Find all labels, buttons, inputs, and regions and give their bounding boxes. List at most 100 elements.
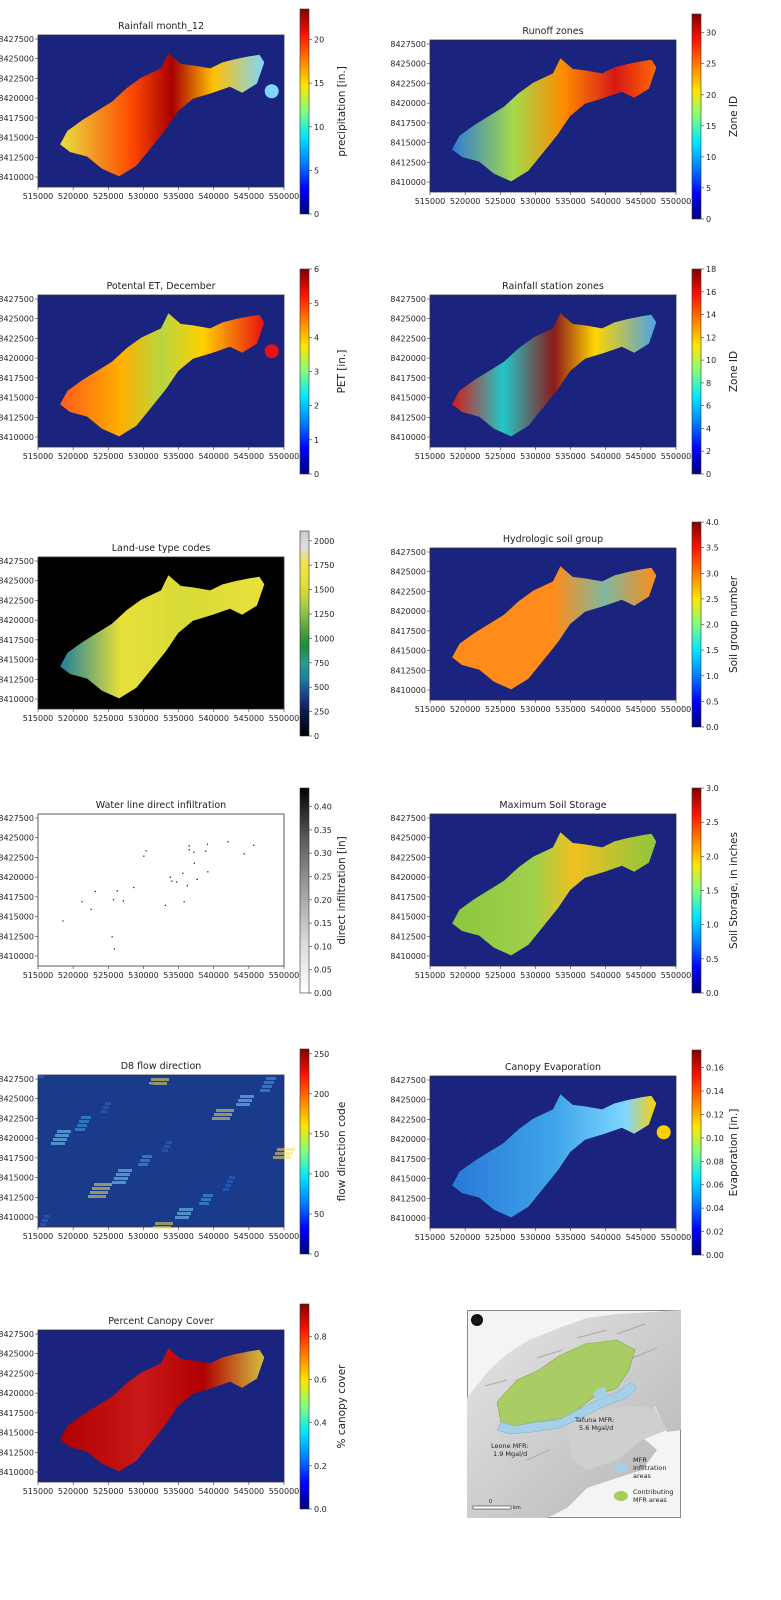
y-tick-label: 8420000 — [0, 873, 34, 882]
chart-title: Water line direct infiltration — [96, 800, 226, 811]
colorbar-tick-label: 2.5 — [706, 595, 719, 604]
raster-cell — [214, 1113, 232, 1116]
infiltration-point — [188, 849, 190, 851]
chart-svg: Runoff zones 515000 520000 525000 530000 5350… — [390, 13, 740, 224]
y-tick-label: 8417500 — [390, 627, 426, 636]
colorbar — [299, 1303, 310, 1510]
colorbar-tick-label: 30 — [706, 29, 716, 38]
infiltration-point — [90, 908, 92, 910]
y-tick-label: 8412500 — [0, 153, 34, 162]
y-tick-label: 8412500 — [390, 666, 426, 675]
colorbar — [299, 530, 310, 737]
raster-cell — [44, 1215, 50, 1218]
y-tick-label: 8417500 — [390, 893, 426, 902]
infiltration-point — [193, 862, 195, 864]
colorbar-label: Evaporation [in.] — [728, 1109, 740, 1197]
infiltration-point — [205, 850, 207, 852]
colorbar-tick-label: 250 — [314, 708, 329, 717]
x-tick-label: 525000 — [485, 1233, 516, 1242]
colorbar-tick-label: 1250 — [314, 610, 334, 619]
legend-infiltration-line3: areas — [633, 1472, 651, 1480]
y-tick-label: 8427500 — [0, 814, 34, 823]
tafuna-label-line2: 5.6 Mgal/d — [579, 1424, 613, 1432]
y-tick-label: 8422500 — [0, 1369, 34, 1378]
infiltration-point — [112, 899, 115, 901]
colorbar-tick-label: 5 — [314, 166, 319, 175]
x-tick-label: 540000 — [590, 705, 621, 714]
raster-cell — [140, 1159, 150, 1162]
raster-cell — [264, 1081, 274, 1084]
colorbar-tick-label: 0 — [314, 732, 319, 741]
raster-cell — [105, 1102, 111, 1105]
y-tick-label: 8422500 — [0, 334, 34, 343]
x-tick-label: 550000 — [269, 192, 300, 201]
colorbar-label: direct infiltration [in] — [336, 836, 348, 945]
raster-cell — [112, 1181, 126, 1184]
x-tick-label: 515000 — [23, 714, 54, 723]
colorbar-tick-label: 0.12 — [706, 1110, 724, 1119]
colorbar-tick-label: 14 — [706, 311, 716, 320]
colorbar-tick-label: 10 — [314, 123, 324, 132]
colorbar — [691, 787, 702, 994]
colorbar-tick-label: 25 — [706, 60, 716, 69]
colorbar-tick-label: 0.00 — [314, 989, 332, 998]
colorbar-tick-label: 4 — [706, 424, 711, 433]
x-tick-label: 535000 — [163, 192, 194, 201]
colorbar-tick-label: 0.25 — [314, 873, 332, 882]
y-tick-label: 8417500 — [0, 636, 34, 645]
x-tick-label: 550000 — [269, 971, 300, 980]
mfr-infiltration-east — [593, 1386, 607, 1400]
x-tick-label: 530000 — [520, 705, 551, 714]
colorbar-label: PET [in.] — [336, 350, 348, 394]
chart-title: Maximum Soil Storage — [499, 800, 606, 811]
y-tick-label: 8425000 — [390, 1096, 426, 1105]
x-tick-label: 530000 — [128, 1487, 159, 1496]
colorbar-tick-label: 1.0 — [706, 921, 719, 930]
y-tick-label: 8422500 — [0, 596, 34, 605]
raster-cell — [114, 1177, 128, 1180]
infiltration-point — [94, 890, 96, 893]
colorbar — [691, 268, 702, 475]
chart-title: Potental ET, December — [106, 281, 215, 292]
colorbar-tick-label: 6 — [314, 265, 319, 274]
infiltration-point — [182, 872, 184, 874]
x-tick-label: 540000 — [590, 197, 621, 206]
colorbar-tick-label: 2.0 — [706, 852, 719, 861]
chart-svg: Potental ET, December 515000 520000 525000 5… — [0, 265, 348, 479]
x-tick-label: 530000 — [520, 971, 551, 980]
colorbar-tick-label: 0 — [706, 470, 711, 479]
y-tick-label: 8410000 — [0, 173, 34, 182]
x-tick-label: 525000 — [485, 971, 516, 980]
x-tick-label: 535000 — [163, 1232, 194, 1241]
colorbar-label: precipitation [in.] — [336, 66, 348, 157]
x-tick-label: 540000 — [198, 452, 229, 461]
x-tick-label: 550000 — [269, 1232, 300, 1241]
colorbar-tick-label: 3.0 — [706, 784, 719, 793]
infiltration-point — [133, 886, 135, 889]
infiltration-point — [145, 850, 147, 852]
x-tick-label: 520000 — [58, 452, 89, 461]
y-tick-label: 8422500 — [390, 79, 426, 88]
infiltration-point — [227, 841, 229, 843]
raster-cell — [166, 1141, 172, 1144]
raster-cell — [236, 1103, 250, 1106]
colorbar-label: Zone ID — [728, 351, 740, 392]
x-tick-label: 550000 — [661, 705, 692, 714]
chart-title: Rainfall month_12 — [118, 21, 204, 32]
raster-cell — [192, 1123, 214, 1126]
colorbar-tick-label: 12 — [706, 333, 716, 342]
y-tick-label: 8422500 — [0, 74, 34, 83]
colorbar — [691, 13, 702, 220]
infiltration-point — [113, 948, 115, 950]
raster-cell — [251, 1166, 273, 1169]
colorbar-tick-label: 5 — [706, 184, 711, 193]
x-tick-label: 545000 — [234, 1232, 265, 1241]
y-tick-label: 8422500 — [390, 853, 426, 862]
y-tick-label: 8425000 — [390, 60, 426, 69]
y-tick-label: 8420000 — [0, 94, 34, 103]
raster-cell — [131, 1084, 153, 1087]
x-tick-label: 545000 — [234, 971, 265, 980]
colorbar-tick-label: 4.0 — [706, 518, 719, 527]
raster-cell — [53, 1138, 67, 1141]
x-tick-label: 540000 — [590, 971, 621, 980]
